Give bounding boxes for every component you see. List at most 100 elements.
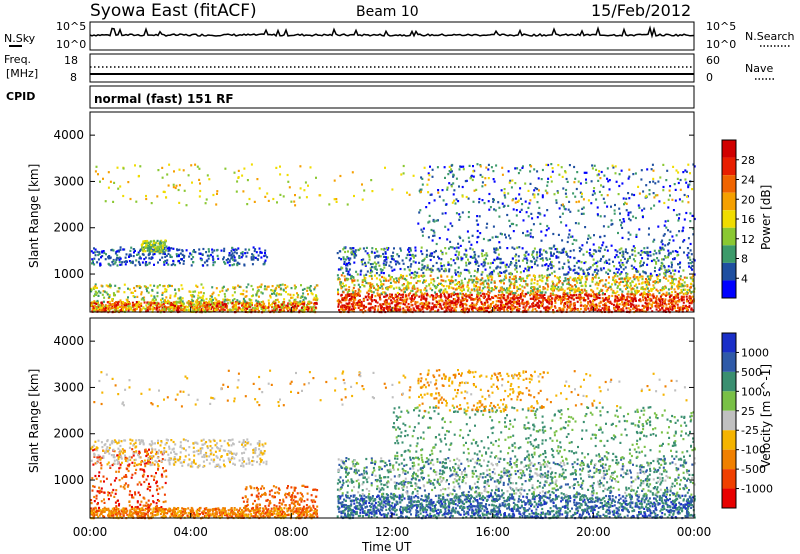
data-cell (467, 258, 469, 261)
data-cell (360, 260, 363, 263)
data-cell (593, 293, 596, 296)
data-cell (181, 297, 184, 300)
data-cell (117, 249, 120, 252)
data-cell (402, 307, 405, 310)
data-cell (143, 241, 146, 244)
data-cell (591, 280, 594, 283)
data-cell (243, 299, 246, 302)
data-cell (396, 279, 398, 282)
data-cell (294, 298, 297, 301)
data-cell (432, 296, 435, 299)
data-cell (234, 286, 237, 289)
data-cell (557, 289, 560, 292)
data-cell (423, 288, 426, 291)
data-cell (354, 252, 356, 255)
data-cell (164, 259, 167, 263)
data-cell (474, 263, 477, 266)
data-cell (540, 253, 543, 256)
data-cell (650, 305, 653, 308)
data-cell (351, 295, 354, 298)
data-cell (502, 288, 505, 291)
data-cell (92, 286, 95, 289)
data-cell (143, 240, 146, 243)
data-cell (378, 274, 381, 277)
data-cell (657, 305, 660, 308)
data-cell (177, 288, 180, 291)
data-cell (546, 276, 549, 279)
data-cell (678, 300, 681, 303)
data-cell (457, 257, 460, 260)
data-cell (409, 257, 412, 260)
data-cell (415, 294, 418, 297)
data-cell (440, 267, 443, 271)
data-cell (513, 247, 516, 250)
data-cell (145, 287, 148, 290)
data-cell (678, 298, 681, 302)
data-cell (676, 294, 679, 298)
data-cell (374, 288, 377, 291)
data-cell (465, 268, 468, 272)
data-cell (550, 254, 553, 257)
data-cell (93, 308, 96, 311)
data-cell (181, 249, 184, 252)
data-cell (390, 308, 392, 312)
data-cell (309, 289, 312, 292)
data-cell (502, 261, 505, 264)
data-cell (284, 284, 287, 287)
data-cell (590, 288, 593, 292)
data-cell (237, 284, 240, 287)
data-cell (386, 288, 389, 291)
data-cell (534, 307, 537, 311)
data-cell (632, 293, 635, 296)
data-cell (346, 255, 349, 259)
data-cell (125, 308, 128, 312)
data-cell (375, 268, 378, 271)
data-cell (167, 252, 170, 255)
data-cell (194, 251, 197, 254)
data-cell (465, 261, 468, 264)
data-cell (414, 254, 417, 257)
data-cell (258, 302, 261, 305)
data-cell (308, 286, 311, 289)
data-cell (646, 304, 649, 307)
data-cell (591, 302, 594, 305)
data-cell (140, 298, 143, 301)
data-cell (531, 250, 534, 254)
data-cell (500, 300, 503, 303)
data-cell (558, 276, 561, 279)
data-cell (222, 308, 225, 311)
data-cell (197, 308, 200, 312)
data-cell (118, 260, 121, 263)
data-cell (539, 253, 542, 256)
data-cell (122, 301, 125, 304)
data-cell (594, 293, 597, 296)
data-cell (420, 294, 423, 297)
data-cell (354, 297, 356, 300)
data-cell (554, 306, 557, 309)
data-cell (124, 256, 127, 259)
data-cell (670, 300, 673, 303)
data-cell (256, 304, 259, 307)
data-cell (617, 308, 620, 311)
data-cell (353, 293, 356, 296)
data-cell (417, 307, 420, 310)
data-cell (628, 256, 631, 260)
data-cell (404, 290, 406, 293)
data-cell (573, 304, 576, 307)
data-cell (371, 270, 374, 273)
data-cell (193, 249, 195, 252)
data-cell (146, 301, 149, 304)
data-cell (470, 303, 473, 307)
data-cell (410, 276, 413, 279)
data-cell (569, 304, 572, 307)
data-cell (547, 267, 550, 270)
data-cell (543, 307, 546, 310)
data-cell (540, 291, 543, 294)
data-cell (633, 284, 636, 288)
data-cell (659, 297, 662, 300)
data-cell (573, 268, 576, 271)
data-cell (405, 285, 408, 288)
data-cell (540, 296, 543, 299)
data-cell (513, 307, 516, 310)
data-cell (392, 258, 395, 261)
